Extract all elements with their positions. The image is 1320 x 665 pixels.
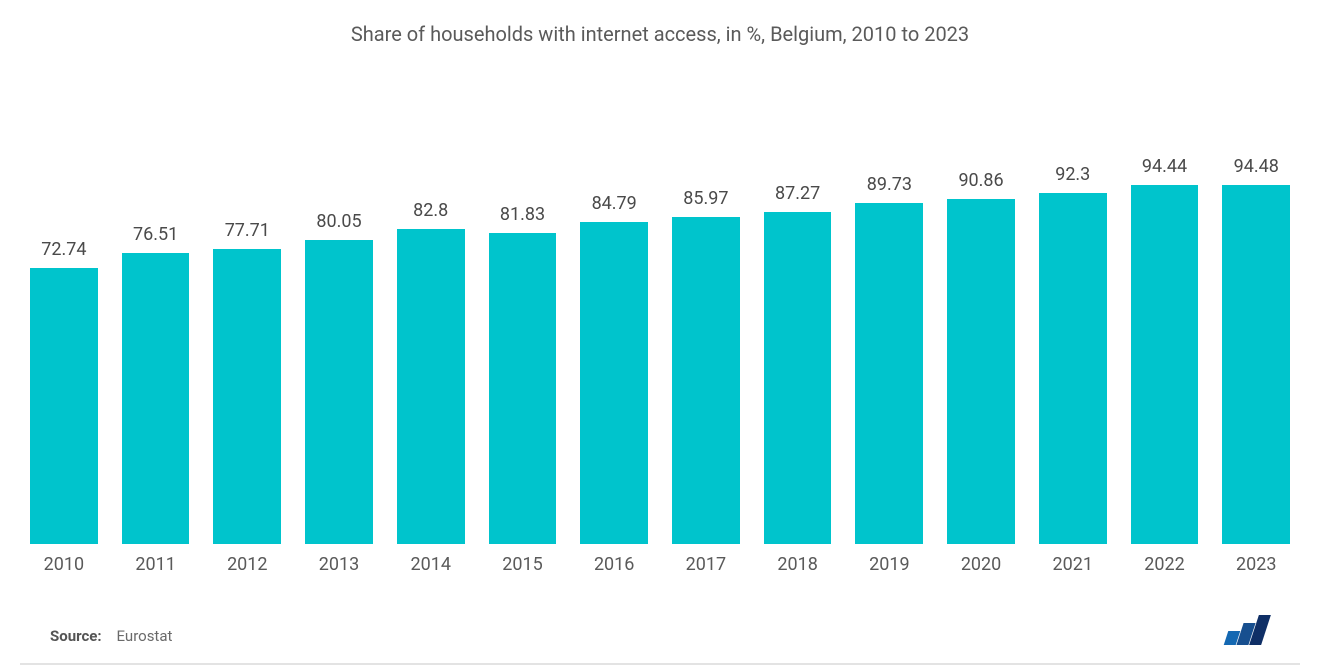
x-axis-label: 2019 bbox=[855, 554, 923, 575]
bar-value-label: 82.8 bbox=[413, 200, 448, 221]
x-axis-label: 2021 bbox=[1039, 554, 1107, 575]
bar bbox=[855, 203, 923, 544]
chart-title: Share of households with internet access… bbox=[20, 0, 1300, 64]
bar-value-label: 90.86 bbox=[958, 170, 1003, 191]
bar-value-label: 76.51 bbox=[133, 224, 178, 245]
bar-column: 72.74 bbox=[30, 64, 98, 544]
x-axis-label: 2014 bbox=[397, 554, 465, 575]
plot-area: 72.74 76.51 77.71 80.05 82.8 81.83 84.79 85.97 8… bbox=[20, 64, 1300, 544]
bar-column: 89.73 bbox=[855, 64, 923, 544]
x-axis-label: 2020 bbox=[947, 554, 1015, 575]
bar bbox=[1222, 185, 1290, 544]
bar bbox=[489, 233, 557, 544]
chart-footer: Source: Eurostat bbox=[20, 575, 1300, 665]
x-axis-label: 2010 bbox=[30, 554, 98, 575]
bar-value-label: 85.97 bbox=[683, 188, 728, 209]
source-value: Eurostat bbox=[117, 627, 173, 645]
bar-column: 84.79 bbox=[580, 64, 648, 544]
bar-column: 94.44 bbox=[1131, 64, 1199, 544]
x-axis-label: 2023 bbox=[1222, 554, 1290, 575]
bar-value-label: 84.79 bbox=[592, 193, 637, 214]
bar bbox=[1039, 193, 1107, 544]
bar bbox=[305, 240, 373, 544]
x-axis-label: 2016 bbox=[580, 554, 648, 575]
chart-container: Share of households with internet access… bbox=[20, 0, 1300, 665]
x-axis-label: 2011 bbox=[122, 554, 190, 575]
bar bbox=[764, 212, 832, 544]
bar-value-label: 89.73 bbox=[867, 174, 912, 195]
bar bbox=[672, 217, 740, 544]
bar-value-label: 94.48 bbox=[1234, 156, 1279, 177]
x-axis-label: 2015 bbox=[489, 554, 557, 575]
bar-value-label: 81.83 bbox=[500, 204, 545, 225]
bar-column: 76.51 bbox=[122, 64, 190, 544]
bar bbox=[122, 253, 190, 544]
bar-value-label: 77.71 bbox=[225, 220, 270, 241]
bar bbox=[397, 229, 465, 544]
bar-column: 81.83 bbox=[489, 64, 557, 544]
bar-value-label: 94.44 bbox=[1142, 156, 1187, 177]
x-axis-label: 2017 bbox=[672, 554, 740, 575]
bar-column: 80.05 bbox=[305, 64, 373, 544]
bar bbox=[947, 199, 1015, 544]
brand-logo-icon bbox=[1224, 615, 1270, 645]
source-label: Source: bbox=[50, 627, 102, 645]
bar-column: 77.71 bbox=[213, 64, 281, 544]
x-axis-label: 2018 bbox=[764, 554, 832, 575]
x-axis-labels: 2010 2011 2012 2013 2014 2015 2016 2017 2018 2019… bbox=[20, 544, 1300, 575]
x-axis-label: 2022 bbox=[1131, 554, 1199, 575]
bar bbox=[580, 222, 648, 544]
x-axis-label: 2013 bbox=[305, 554, 373, 575]
bar-column: 87.27 bbox=[764, 64, 832, 544]
bar-value-label: 87.27 bbox=[775, 183, 820, 204]
bar-column: 85.97 bbox=[672, 64, 740, 544]
bar bbox=[1131, 185, 1199, 544]
bar bbox=[30, 268, 98, 544]
bar bbox=[213, 249, 281, 544]
x-axis-label: 2012 bbox=[213, 554, 281, 575]
bar-column: 92.3 bbox=[1039, 64, 1107, 544]
bar-value-label: 92.3 bbox=[1055, 164, 1090, 185]
bar-value-label: 72.74 bbox=[41, 239, 86, 260]
bar-column: 82.8 bbox=[397, 64, 465, 544]
bar-value-label: 80.05 bbox=[316, 211, 361, 232]
source-line: Source: Eurostat bbox=[50, 627, 172, 645]
bar-column: 94.48 bbox=[1222, 64, 1290, 544]
bar-column: 90.86 bbox=[947, 64, 1015, 544]
